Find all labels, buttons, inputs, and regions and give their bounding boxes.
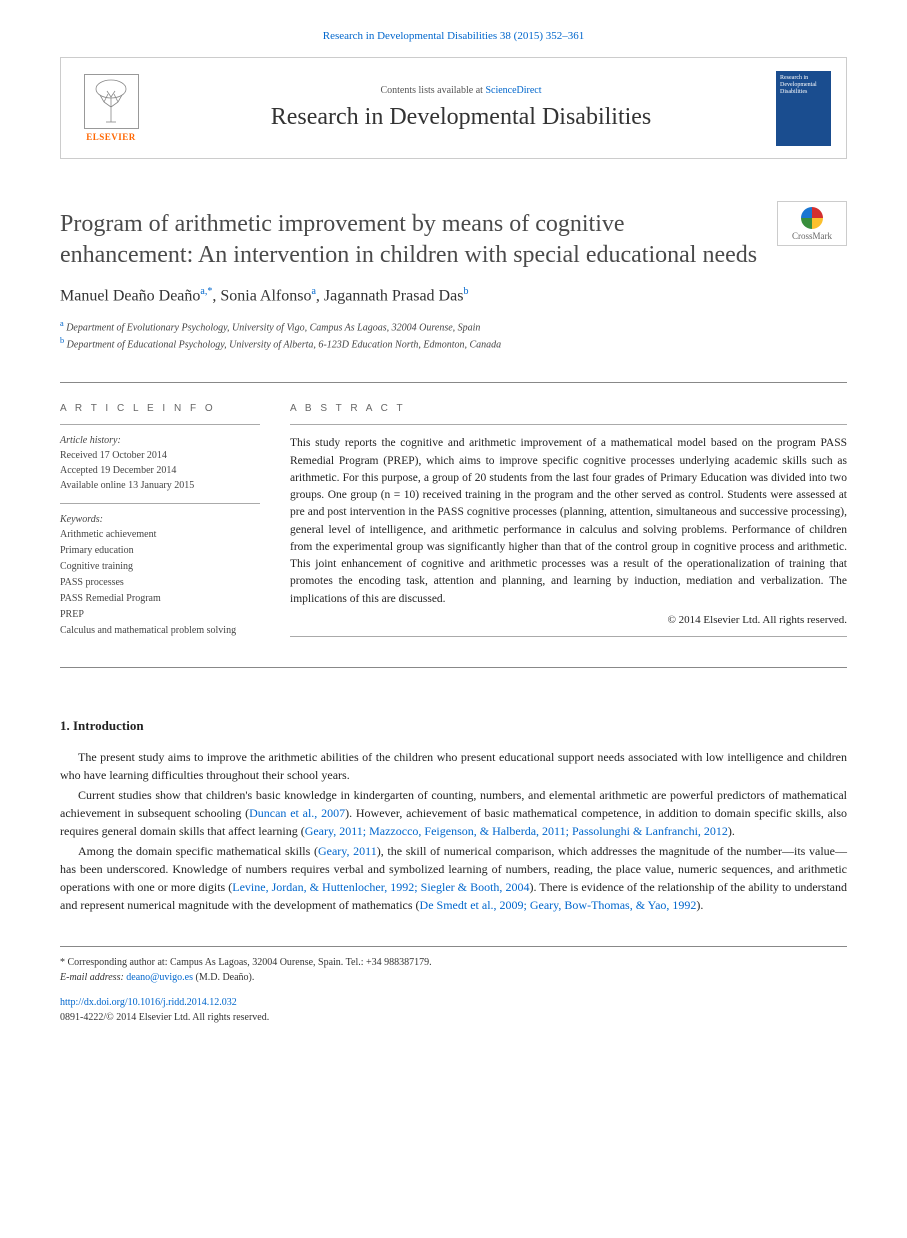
history-label: Article history: xyxy=(60,435,260,446)
crossmark-icon xyxy=(801,207,823,229)
doi-line: http://dx.doi.org/10.1016/j.ridd.2014.12… xyxy=(60,995,847,1010)
author-name: Jagannath Prasad Das xyxy=(324,288,464,305)
article-title: Program of arithmetic improvement by mea… xyxy=(60,209,760,271)
email-suffix: (M.D. Deaño). xyxy=(193,972,254,983)
citation-link[interactable]: Geary, 2011; Mazzocco, Feigenson, & Halb… xyxy=(305,824,728,838)
info-abstract-row: A R T I C L E I N F O Article history: R… xyxy=(0,403,907,647)
doi-link[interactable]: http://dx.doi.org/10.1016/j.ridd.2014.12… xyxy=(60,997,237,1008)
affil-text: Department of Educational Psychology, Un… xyxy=(67,339,502,350)
corresponding-author: * Corresponding author at: Campus As Lag… xyxy=(60,955,847,970)
journal-cover-thumbnail: Research in Developmental Disabilities xyxy=(776,71,831,146)
email-line: E-mail address: deano@uvigo.es (M.D. Dea… xyxy=(60,970,847,985)
keywords-label: Keywords: xyxy=(60,514,260,525)
info-separator xyxy=(290,636,847,637)
page-header: Research in Developmental Disabilities 3… xyxy=(0,0,907,169)
body-paragraph: Current studies show that children's bas… xyxy=(60,786,847,840)
affiliation-line: b Department of Educational Psychology, … xyxy=(60,335,847,352)
sciencedirect-link[interactable]: ScienceDirect xyxy=(485,85,541,96)
author-affil-sup[interactable]: a,* xyxy=(200,286,212,297)
journal-name: Research in Developmental Disabilities xyxy=(146,104,776,131)
para-text: The present study aims to improve the ar… xyxy=(60,750,847,782)
footer-block: * Corresponding author at: Campus As Lag… xyxy=(60,946,847,1025)
citation-link[interactable]: De Smedt et al., 2009; Geary, Bow-Thomas… xyxy=(420,898,697,912)
journal-header-box: ELSEVIER Contents lists available at Sci… xyxy=(60,57,847,159)
history-received: Received 17 October 2014 xyxy=(60,448,260,463)
email-label: E-mail address: xyxy=(60,972,126,983)
affil-sup: b xyxy=(60,336,64,345)
keyword: Primary education xyxy=(60,543,260,559)
article-info-column: A R T I C L E I N F O Article history: R… xyxy=(60,403,260,647)
abstract-copyright: © 2014 Elsevier Ltd. All rights reserved… xyxy=(290,614,847,626)
email-link[interactable]: deano@uvigo.es xyxy=(126,972,193,983)
body-paragraph: The present study aims to improve the ar… xyxy=(60,748,847,784)
elsevier-text: ELSEVIER xyxy=(86,132,136,142)
info-separator xyxy=(60,503,260,504)
body-paragraph: Among the domain specific mathematical s… xyxy=(60,842,847,914)
elsevier-tree-icon xyxy=(84,74,139,129)
section-divider xyxy=(60,382,847,383)
history-online: Available online 13 January 2015 xyxy=(60,478,260,493)
authors-line: Manuel Deaño Deañoa,*, Sonia Alfonsoa, J… xyxy=(60,286,847,305)
crossmark-label: CrossMark xyxy=(792,231,832,241)
issn-copyright: 0891-4222/© 2014 Elsevier Ltd. All right… xyxy=(60,1010,847,1025)
crossmark-badge[interactable]: CrossMark xyxy=(777,201,847,246)
citation-link[interactable]: Geary, 2011 xyxy=(318,844,377,858)
keyword: Calculus and mathematical problem solvin… xyxy=(60,623,260,639)
abstract-column: A B S T R A C T This study reports the c… xyxy=(290,403,847,647)
affiliations: a Department of Evolutionary Psychology,… xyxy=(60,318,847,353)
keyword: Cognitive training xyxy=(60,559,260,575)
para-text: ). xyxy=(728,824,735,838)
para-text: ). xyxy=(696,898,703,912)
keyword: Arithmetic achievement xyxy=(60,527,260,543)
author-name: Manuel Deaño Deaño xyxy=(60,288,200,305)
article-title-block: Program of arithmetic improvement by mea… xyxy=(0,169,907,362)
citation-link[interactable]: Levine, Jordan, & Huttenlocher, 1992; Si… xyxy=(232,880,529,894)
author-affil-sup[interactable]: b xyxy=(463,286,468,297)
author-affil-sup[interactable]: a xyxy=(311,286,315,297)
info-separator xyxy=(60,424,260,425)
affiliation-line: a Department of Evolutionary Psychology,… xyxy=(60,318,847,335)
section-divider xyxy=(60,667,847,668)
journal-reference: Research in Developmental Disabilities 3… xyxy=(60,30,847,42)
info-separator xyxy=(290,424,847,425)
abstract-text: This study reports the cognitive and ari… xyxy=(290,435,847,608)
affil-text: Department of Evolutionary Psychology, U… xyxy=(66,322,480,333)
body-section: 1. Introduction The present study aims t… xyxy=(0,688,907,926)
article-info-heading: A R T I C L E I N F O xyxy=(60,403,260,414)
elsevier-logo: ELSEVIER xyxy=(76,68,146,148)
history-accepted: Accepted 19 December 2014 xyxy=(60,463,260,478)
author-name: Sonia Alfonso xyxy=(220,288,311,305)
contents-prefix: Contents lists available at xyxy=(380,85,485,96)
abstract-heading: A B S T R A C T xyxy=(290,403,847,414)
keyword: PREP xyxy=(60,607,260,623)
contents-available-line: Contents lists available at ScienceDirec… xyxy=(146,85,776,96)
header-center: Contents lists available at ScienceDirec… xyxy=(146,85,776,131)
affil-sup: a xyxy=(60,319,64,328)
keywords-list: Arithmetic achievement Primary education… xyxy=(60,527,260,639)
citation-link[interactable]: Duncan et al., 2007 xyxy=(249,806,345,820)
section-heading: 1. Introduction xyxy=(60,718,847,734)
para-text: Among the domain specific mathematical s… xyxy=(78,844,318,858)
keyword: PASS processes xyxy=(60,575,260,591)
keyword: PASS Remedial Program xyxy=(60,591,260,607)
